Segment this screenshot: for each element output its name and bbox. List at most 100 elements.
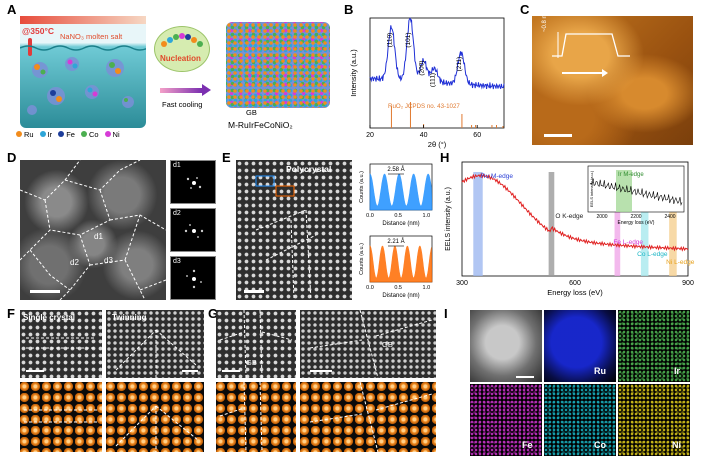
scale-bar [310, 370, 332, 372]
lattice-lines [24, 409, 98, 423]
fft-d1: d1 [170, 160, 216, 204]
scale-bar [516, 376, 534, 378]
gb-label-2: GB [382, 340, 393, 349]
panel-label-d: D [7, 150, 17, 165]
product-aggregate [226, 22, 330, 108]
panel-label-g: G [208, 306, 219, 321]
eels-series [461, 172, 689, 252]
tem-image-d: d1 d2 d3 [20, 160, 166, 300]
atom-model-gb-1 [216, 382, 296, 452]
inset-y-axis-label: EELS intensity (a.u.) [589, 170, 594, 207]
edge-label: Fe L-edge [613, 239, 643, 246]
hrtem-twinning: Twinning [106, 310, 204, 378]
element-legend: Ru Ir Fe Co Ni [16, 130, 120, 139]
fast-cooling-arrow-icon [160, 88, 202, 93]
fft-spots [186, 177, 202, 189]
panel-label-e: E [222, 150, 231, 165]
panel-label-b: B [344, 2, 354, 17]
line-profile-2: 2.21 Å 0.0 0.5 1.0 Distance (nm) Counts (a.u.… [359, 235, 433, 299]
panel-label-f: F [7, 306, 15, 321]
plot-frame [369, 17, 505, 129]
xrd-series [369, 17, 505, 90]
scale-bar [222, 370, 240, 372]
x-axis-label: Energy loss (eV) [547, 288, 603, 297]
scan-arrow-icon [562, 72, 604, 74]
legend-ir: Ir [39, 130, 52, 139]
panel-label-a: A [7, 2, 17, 17]
fast-cooling-label: Fast cooling [162, 100, 203, 109]
x-tick-label: 0.5 [394, 285, 402, 291]
product-label: M-RuIrFeCoNiO₂ [228, 120, 293, 130]
legend-co: Co [80, 130, 99, 139]
reference-label: RuO₂ JCPDS no. 43-1027 [388, 103, 460, 110]
scale-bar [182, 370, 198, 372]
peak-label: (211) [456, 57, 463, 72]
hrtem-single-crystal: Single crystal [20, 310, 102, 378]
panel-label-h: H [440, 150, 450, 165]
eds-map-fe: Fe [470, 384, 542, 456]
fft-d3: d3 [170, 256, 216, 300]
eds-map-co: Co [544, 384, 616, 456]
inset-edge-label: Ir M-edge [618, 172, 644, 178]
scale-bar [544, 134, 572, 137]
inset-x-axis-label: Energy loss (eV) [618, 220, 655, 226]
eds-map-ir: Ir [618, 310, 690, 382]
region-d3: d3 [104, 256, 113, 265]
legend-ni: Ni [104, 130, 120, 139]
panel-a: @350°C NaNO₃ molten salt Ru Ir Fe Co Ni … [14, 16, 334, 144]
plot-frame [461, 161, 689, 277]
gb-lines [219, 382, 263, 452]
scale-bar [244, 290, 264, 293]
atom-model-single-crystal [20, 382, 102, 452]
atom-model-gb-2 [300, 382, 436, 452]
x-tick-label: 20 [366, 132, 374, 139]
eds-map-ni: Ni [618, 384, 690, 456]
inset-frame [587, 165, 685, 213]
legend-fe: Fe [58, 130, 75, 139]
scale-bar [30, 290, 60, 293]
step-height-label: ~0.8 nm [542, 10, 548, 32]
legend-dot-icon [39, 131, 46, 137]
x-tick-label: 0.0 [366, 213, 374, 219]
x-tick-label: 0.0 [366, 285, 374, 291]
edge-band [614, 172, 621, 276]
spacing-label: 2.21 Å [387, 238, 404, 245]
x-tick-label: 0.5 [394, 213, 402, 219]
x-tick-label: 900 [682, 280, 694, 287]
afm-height-profile [552, 32, 630, 58]
panel-label-i: I [444, 306, 448, 321]
single-crystal-label: Single crystal [23, 313, 76, 322]
inset-edge-band [616, 170, 632, 212]
edge-label: Ni L-edge [666, 259, 695, 266]
twinning-label: Twinning [112, 313, 147, 322]
x-axis-label: 2θ (°) [428, 140, 447, 149]
x-tick-label: 600 [569, 280, 581, 287]
legend-dot-icon [58, 131, 65, 137]
line-profile-1: 2.58 Å 0.0 0.5 1.0 Distance (nm) Counts (a.u.… [359, 163, 433, 227]
gb-label-1: GB [246, 358, 257, 367]
liquid-surface [20, 45, 146, 51]
region-d1: d1 [94, 232, 103, 241]
edge-band [669, 172, 677, 276]
legend-ru: Ru [16, 130, 34, 139]
edge-label: Ru M-edge [481, 173, 514, 180]
profile-series [369, 245, 433, 283]
thermometer-icon [28, 38, 32, 56]
inset-series [589, 178, 683, 206]
molten-salt-label: NaNO₃ molten salt [60, 32, 123, 41]
eds-map-ru: Ru [544, 310, 616, 382]
hrtem-image-e: Polycrystal [236, 160, 352, 300]
afm-image: ~0.8 nm [532, 10, 693, 145]
peak-label: (110) [386, 33, 393, 48]
edge-band [640, 172, 649, 276]
x-axis-label: Distance (nm) [382, 293, 419, 299]
legend-dot-icon [80, 131, 87, 137]
twin-lines [115, 405, 199, 452]
fft-spots [184, 224, 204, 238]
y-axis-label: Intensity (a.u.) [349, 49, 358, 97]
y-axis-label: Counts (a.u.) [359, 243, 365, 275]
spacing-label: 2.58 Å [387, 166, 404, 173]
gb-label: GB [246, 108, 257, 117]
profile-series [369, 173, 433, 211]
